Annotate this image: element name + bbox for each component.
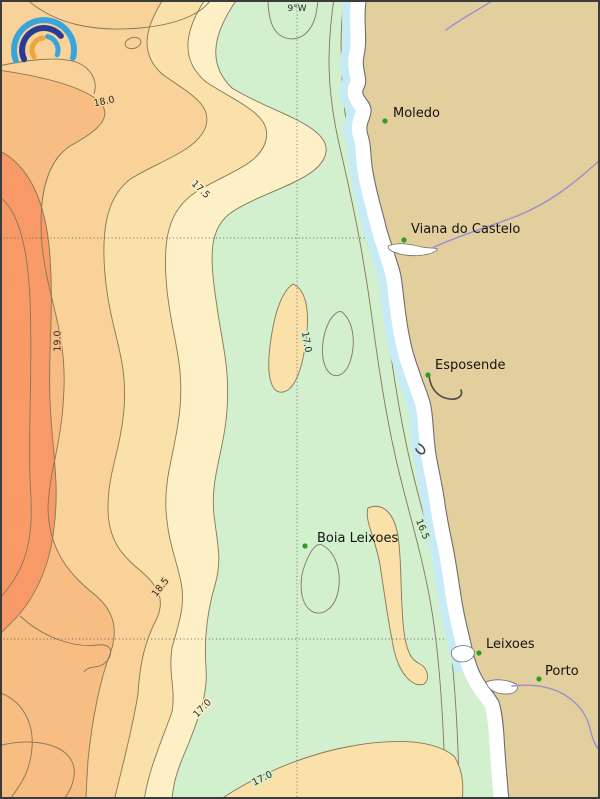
contour-top-u-loop [267, 0, 319, 40]
contour-decorative-top-1 [26, 0, 212, 30]
place-label: Moledo [393, 106, 440, 121]
contour-loop-boia [300, 544, 340, 614]
contour-18-5-line [0, 69, 115, 799]
place-dot [425, 372, 431, 378]
douro-mouth [485, 679, 518, 695]
place-dot [382, 118, 388, 124]
meridian-label: 9°W [287, 4, 306, 14]
warm-island-central [268, 283, 308, 393]
coast-squiggle [415, 443, 426, 455]
place-dot [401, 237, 407, 243]
logo-outer-arc [11, 17, 77, 64]
warm-streak-coastal [366, 506, 428, 686]
place-label: Leixoes [486, 637, 535, 652]
river-cavado [428, 374, 463, 400]
rainbow-logo-icon [11, 17, 77, 64]
contour-decorative-bottom-3 [0, 741, 75, 799]
contour-value-label: 17.0 [299, 331, 314, 354]
contour-decorative-bottom-1 [19, 615, 112, 673]
river-lima [431, 158, 600, 249]
warm-wedge-bottom [220, 740, 464, 799]
logo-orange-arc [29, 35, 46, 60]
contour-small-oval [124, 36, 142, 50]
contour-decorative-bottom-2 [0, 692, 33, 799]
contour-17-5-line [143, 0, 268, 799]
contour-inner-19-line [0, 196, 32, 599]
place-dot [476, 650, 482, 656]
place-label: Esposende [435, 358, 505, 373]
river-douro [511, 684, 600, 752]
place-dot [302, 543, 308, 549]
places-layer: Moledo Viana do Castelo Esposende Boia Leix… [302, 106, 579, 682]
leixoes-harbour [451, 645, 475, 663]
logo-navy-arc [19, 25, 64, 63]
contour-coastal-2 [328, 0, 446, 799]
place-label: Porto [545, 664, 579, 679]
contour-loop-central [322, 311, 354, 377]
place-label: Boia Leixoes [317, 531, 398, 546]
place-label: Viana do Castelo [411, 222, 520, 237]
band-19-0 [0, 150, 57, 635]
place-dot [536, 676, 542, 682]
logo-inner-blue-arc [45, 34, 61, 58]
contour-value-label: 19.0 [52, 330, 63, 351]
viana-estuary [387, 243, 438, 257]
contour-17-0-line [171, 0, 327, 799]
